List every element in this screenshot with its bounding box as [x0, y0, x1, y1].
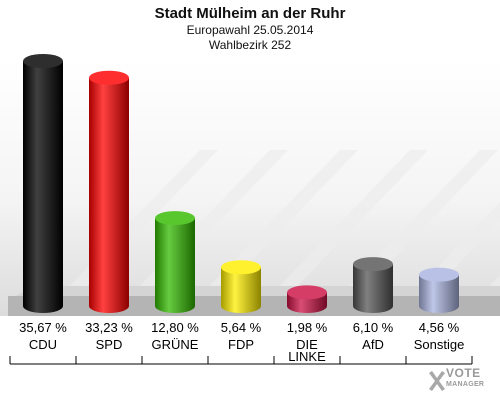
value-label: 12,80 % — [151, 320, 199, 335]
logo-vote-text: VOTE — [446, 366, 481, 380]
title-block: Stadt Mülheim an der Ruhr Europawahl 25.… — [0, 4, 500, 53]
bar-afd — [353, 257, 393, 313]
value-label: 4,56 % — [419, 320, 460, 335]
bar-body — [353, 264, 393, 313]
logo-manager-text: MANAGER — [446, 381, 485, 388]
bar-top — [221, 260, 261, 275]
bar-die-linke — [287, 285, 327, 313]
category-label: SPD — [96, 337, 123, 352]
bar-body — [419, 274, 459, 313]
chart-title: Stadt Mülheim an der Ruhr — [154, 5, 346, 22]
ballot-cross-icon — [429, 371, 445, 391]
bar-body — [89, 77, 129, 313]
value-label: 33,23 % — [85, 320, 133, 335]
chart-subtitle-district: Wahlbezirk 252 — [208, 38, 292, 52]
category-label: Sonstige — [414, 337, 465, 352]
bar-top — [353, 257, 393, 272]
bar-spd — [89, 70, 129, 313]
bar-cdu — [23, 54, 63, 313]
bar-fdp — [221, 260, 261, 313]
chart-backdrop — [0, 60, 500, 365]
value-label: 5,64 % — [221, 320, 262, 335]
backdrop-stripe — [410, 202, 500, 296]
value-label: 6,10 % — [353, 320, 394, 335]
category-label: LINKE — [288, 349, 326, 364]
bar-body — [221, 267, 261, 313]
labels-group: 35,67 % CDU 33,23 % SPD 12,80 % GRÜNE 5,64 % FD… — [19, 320, 464, 364]
category-label: AfD — [362, 337, 384, 352]
category-label: FDP — [228, 337, 254, 352]
bar-body — [155, 218, 195, 313]
bar-sonstige — [419, 267, 459, 313]
bars-group — [23, 54, 459, 313]
bar-grüne — [155, 211, 195, 313]
bar-top — [155, 211, 195, 226]
bar-top — [419, 267, 459, 282]
category-label: GRÜNE — [152, 337, 199, 352]
bar-top — [89, 70, 129, 85]
votemanager-logo: VOTE MANAGER — [426, 366, 498, 396]
category-label: CDU — [29, 337, 57, 352]
backdrop-stripe — [270, 150, 428, 296]
backdrop-stripe — [200, 150, 358, 296]
chart-subtitle-election: Europawahl 25.05.2014 — [186, 23, 314, 37]
category-label: DIE — [296, 337, 318, 352]
bar-top — [287, 285, 327, 300]
bar-top — [23, 54, 63, 68]
value-label: 35,67 % — [19, 320, 67, 335]
value-label: 1,98 % — [287, 320, 328, 335]
bar-body — [23, 61, 63, 313]
